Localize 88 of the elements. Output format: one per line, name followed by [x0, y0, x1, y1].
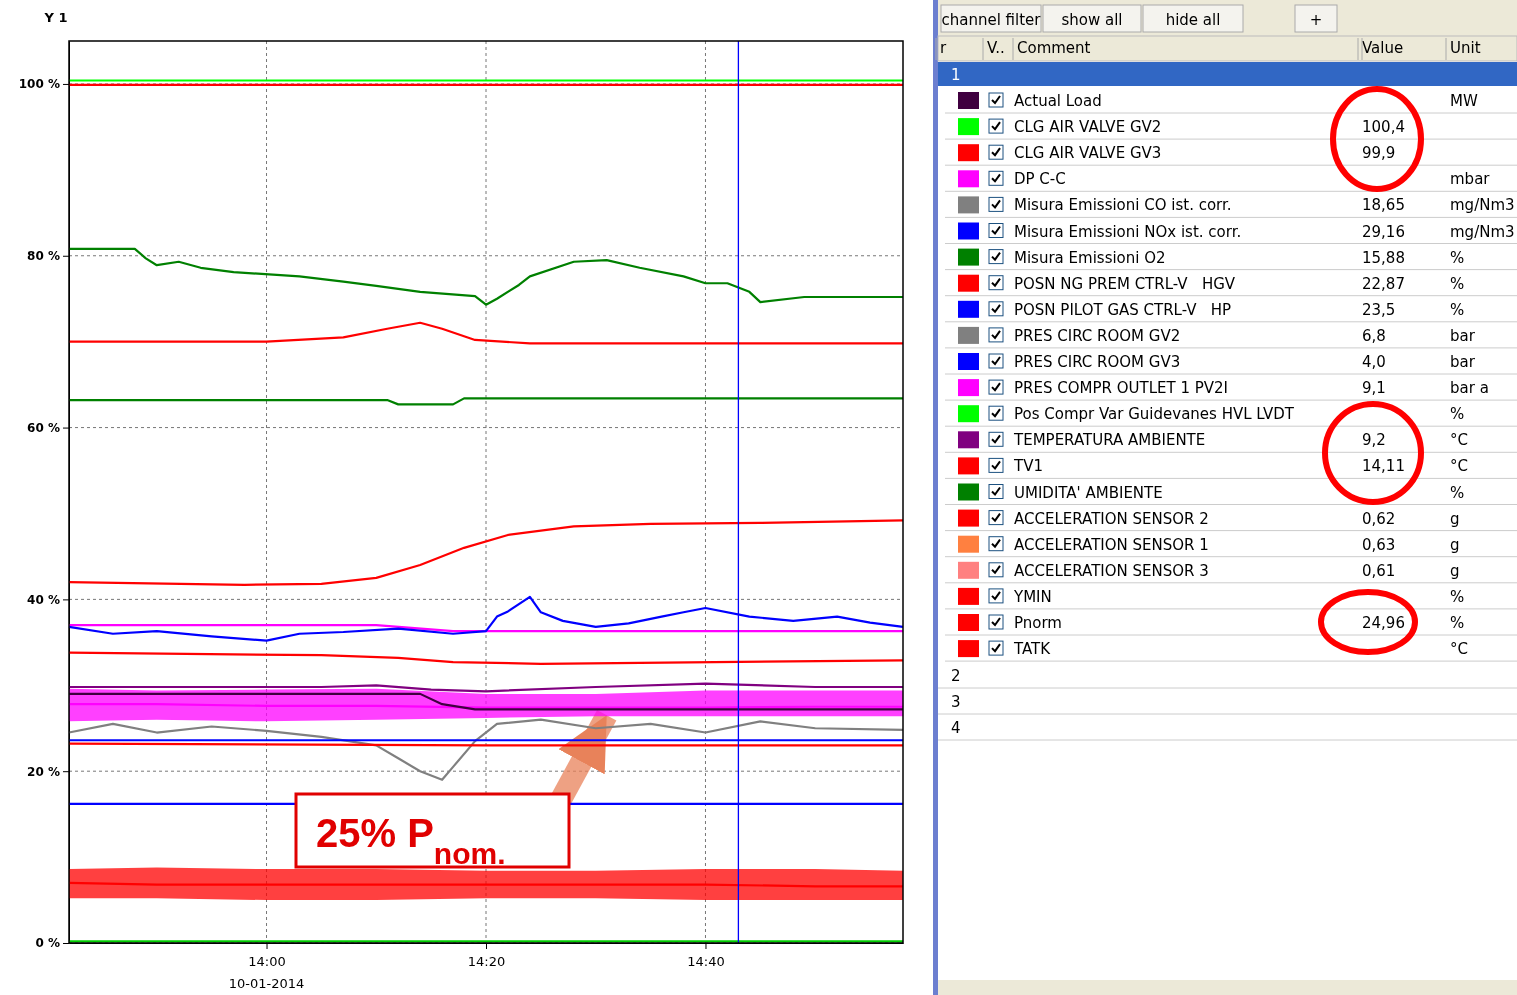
text: 99,9	[1362, 144, 1396, 163]
text: mbar	[1450, 170, 1491, 189]
text: mg/Nm3	[1450, 196, 1515, 215]
text: show all	[1061, 11, 1123, 29]
x-tick-label: 14:00	[248, 954, 286, 970]
text: %	[1450, 274, 1465, 293]
category-label: Pnorm	[1014, 614, 1062, 632]
text: 0,63	[1362, 535, 1396, 554]
text: %	[1450, 248, 1465, 267]
category-label: PRES CIRC ROOM GV3	[1014, 353, 1181, 371]
category-label: PRES CIRC ROOM GV2	[1014, 326, 1181, 345]
line-series	[67, 247, 905, 306]
category-label: POSN NG PREM CTRL-V HGV	[1014, 274, 1236, 293]
y-axis-title: Y 1	[43, 10, 68, 25]
category-label: ACCELERATION SENSOR 1	[1014, 535, 1209, 554]
text: °C	[1450, 431, 1468, 450]
category-label: DP C-C	[1014, 170, 1066, 189]
text: hide all	[1165, 11, 1221, 29]
category-label: Misura Emissioni CO ist. corr.	[1014, 196, 1232, 215]
text: 14,11	[1362, 457, 1405, 476]
text: 0,62	[1362, 509, 1396, 528]
text: 6,8	[1362, 326, 1386, 345]
text: %	[1450, 300, 1465, 319]
text: 29,16	[1362, 222, 1405, 241]
line-series	[67, 321, 905, 345]
y-tick-label: 60 %	[27, 420, 60, 435]
category-label: CLG AIR VALVE GV2	[1014, 118, 1162, 137]
text: %	[1450, 587, 1465, 606]
category-label: Actual Load	[1014, 92, 1102, 110]
category-label: TATK	[1013, 640, 1052, 659]
x-axis-title: 10-01-2014	[228, 976, 305, 991]
text: g	[1450, 561, 1460, 580]
text: 1	[951, 66, 961, 84]
text: g	[1450, 535, 1460, 554]
text: °C	[1450, 457, 1468, 476]
line-series	[67, 682, 905, 693]
text: Value	[1362, 39, 1404, 57]
text: %	[1450, 483, 1465, 502]
category-label: POSN PILOT GAS CTRL-V HP	[1014, 300, 1232, 319]
text: 23,5	[1362, 300, 1396, 319]
text: 3	[951, 693, 961, 711]
annotation: 25% P$_{nom.}$	[316, 811, 506, 870]
category-label: Misura Emissioni O2	[1014, 248, 1166, 267]
category-label: Pos Compr Var Guidevanes HVL LVDT	[1014, 405, 1295, 424]
text: channel filter	[941, 11, 1042, 29]
text: %	[1450, 614, 1465, 632]
text: bar a	[1450, 379, 1489, 398]
line-series	[67, 519, 905, 586]
line-series	[67, 651, 905, 665]
category-label: Misura Emissioni NOx ist. corr.	[1014, 222, 1242, 241]
y-tick-label: 80 %	[27, 249, 60, 264]
category-label: ACCELERATION SENSOR 3	[1014, 561, 1209, 580]
text: r	[940, 39, 947, 57]
y-tick-label: 40 %	[27, 592, 60, 607]
text: Comment	[1017, 39, 1091, 57]
text: 9,2	[1362, 431, 1386, 450]
text: 22,87	[1362, 274, 1405, 293]
text: °C	[1450, 640, 1468, 659]
text: 100,4	[1362, 118, 1405, 137]
text: 24,96	[1362, 614, 1405, 632]
text: mg/Nm3	[1450, 222, 1515, 241]
category-label: TEMPERATURA AMBIENTE	[1013, 431, 1206, 450]
category-label: CLG AIR VALVE GV3	[1014, 144, 1162, 163]
category-label: ACCELERATION SENSOR 2	[1014, 509, 1209, 528]
y-tick-label: 100 %	[18, 77, 60, 92]
text: 4,0	[1362, 353, 1386, 371]
text: bar	[1450, 326, 1476, 345]
text: g	[1450, 509, 1460, 528]
category-label: TV1	[1013, 457, 1043, 476]
x-tick-label: 14:40	[687, 954, 725, 970]
x-tick-label: 14:20	[467, 954, 506, 970]
text: 15,88	[1362, 248, 1405, 267]
text: bar	[1450, 353, 1476, 371]
text: 4	[951, 719, 961, 737]
text: 2	[951, 667, 961, 685]
text: Unit	[1450, 39, 1481, 57]
y-tick-label: 20 %	[27, 764, 60, 779]
text: 18,65	[1362, 196, 1405, 215]
text: +	[1309, 11, 1323, 29]
category-label: PRES COMPR OUTLET 1 PV2I	[1014, 379, 1228, 398]
text: 9,1	[1362, 379, 1386, 398]
y-tick-label: 0 %	[35, 936, 60, 951]
text: MW	[1450, 92, 1478, 110]
text: %	[1450, 405, 1465, 424]
category-label: YMIN	[1013, 587, 1052, 606]
category-label: UMIDITA' AMBIENTE	[1014, 483, 1163, 502]
text: V..	[987, 39, 1005, 57]
text: 0,61	[1362, 561, 1396, 580]
